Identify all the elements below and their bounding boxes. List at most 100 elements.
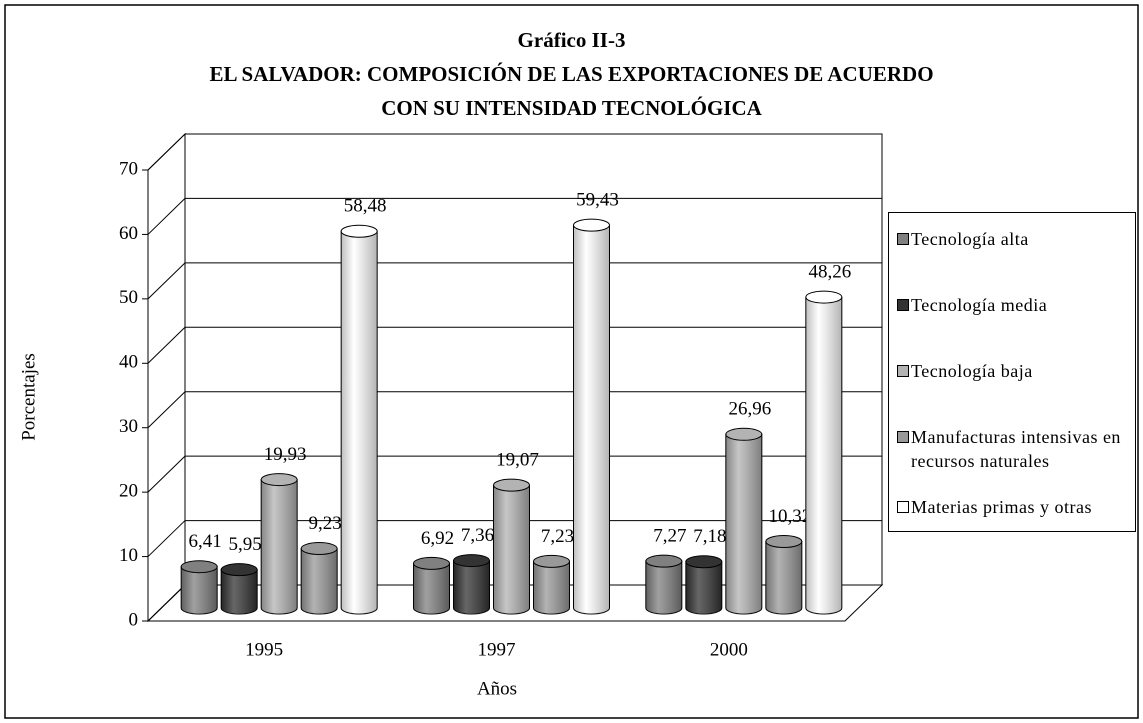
grid-line [147,197,882,235]
data-label: 10,32 [768,506,811,527]
y-tick-label: 20 [119,481,138,502]
legend-label: Materias primas y otras [911,497,1092,517]
data-label: 7,27 [653,526,686,547]
bar-top [685,555,723,569]
bar-shade [725,434,762,614]
bar [220,563,258,615]
bar-shade [261,479,298,614]
chart-subtitle: EL SALVADOR: COMPOSICIÓN DE LAS EXPORTAC… [209,62,934,86]
legend-swatch [897,501,909,513]
y-axis-label: Porcentajes [18,353,39,441]
legend-item: Tecnología media [895,293,1135,317]
data-label: 7,18 [693,526,726,547]
legend-item: Tecnología baja [895,359,1135,383]
chart-title: Gráfico II-3 [517,28,626,52]
bar [300,542,338,615]
side-wall [147,132,186,623]
data-label: 19,07 [496,449,539,470]
y-tick-label: 30 [119,416,138,437]
legend-swatch [897,365,909,377]
bar-top [805,290,843,304]
bar [765,535,803,615]
chart-subtitle: CON SU INTENSIDAD TECNOLÓGICA [381,96,762,120]
bar-top [533,554,570,568]
bar-shade [453,560,490,614]
grid-line [147,455,882,493]
bar [573,218,610,615]
bar-shade [341,231,378,614]
x-tick-label: 1995 [245,639,283,660]
legend-swatch [897,431,909,443]
data-label: 6,41 [189,531,222,552]
data-label: 6,92 [421,528,454,549]
y-tick-label: 0 [129,609,139,630]
bar-top [765,535,803,549]
x-axis-label: Años [477,678,517,699]
x-tick-label: 1997 [478,639,516,660]
bar-shade [301,548,338,614]
bar-shade [765,541,802,614]
y-tick-label: 10 [119,545,138,566]
bar [685,555,723,615]
bar-top [340,224,378,238]
bar [805,290,843,615]
bar-top [180,560,218,574]
bar-top [573,218,610,232]
data-label: 7,23 [541,526,574,547]
grid-line [147,262,882,300]
data-label: 5,95 [229,534,262,555]
x-tick-label: 2000 [710,639,748,660]
bar-top [300,542,338,556]
chart-border [4,4,1139,719]
bar-shade [645,561,682,614]
legend-label: Manufacturas intensivas en recursos natu… [911,427,1121,471]
legend-swatch [897,233,909,245]
bar-top [493,478,530,492]
bar [180,560,218,615]
bar [533,554,570,615]
data-label: 19,93 [264,444,307,465]
data-label: 7,36 [461,525,494,546]
bar-shade [221,569,258,614]
data-label: 48,26 [808,261,851,282]
legend-swatch [897,299,909,311]
legend-label: Tecnología alta [911,229,1029,249]
data-label: 59,43 [576,189,619,210]
bar [453,554,490,615]
bar-shade [181,566,218,614]
bar [645,554,683,615]
grid-line [147,326,882,364]
data-label: 26,96 [728,399,771,420]
y-tick-label: 50 [119,287,138,308]
bar-shade [413,563,450,614]
bar [493,478,530,615]
legend-item: Tecnología alta [895,227,1135,251]
bar [260,473,298,615]
legend-label: Tecnología baja [911,361,1033,381]
y-tick-label: 70 [119,158,138,179]
bar-top [260,473,298,487]
bar-shade [493,485,530,614]
grid-line [147,391,882,429]
grid-line [147,133,882,171]
legend: Tecnología alta Tecnología media Tecnologí… [888,212,1136,532]
bar-top [645,554,683,568]
y-tick-label: 60 [119,223,138,244]
bar-shade [533,561,570,614]
bar-top [725,427,763,441]
legend-item: Manufacturas intensivas en recursos natu… [895,425,1135,473]
bar-top [220,563,258,577]
bar [340,224,378,615]
bar-top [453,554,490,568]
data-label: 9,23 [309,513,342,534]
y-tick-label: 40 [119,352,138,373]
bar-shade [805,297,842,614]
grid-line [147,520,882,557]
data-label: 58,48 [344,196,387,217]
legend-label: Tecnología media [911,295,1048,315]
bar [413,556,450,615]
bar [725,427,763,615]
bar-top [413,556,450,570]
